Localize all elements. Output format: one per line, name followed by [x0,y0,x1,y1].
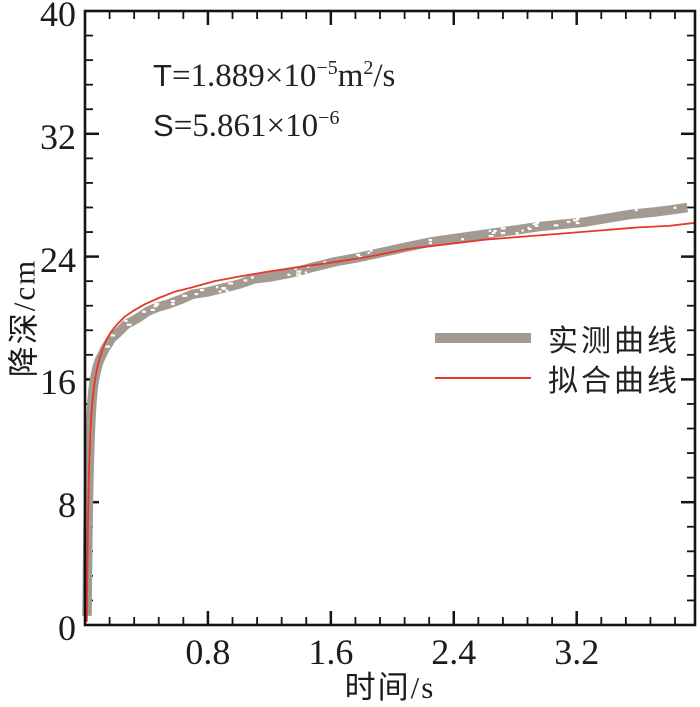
x-tick-label: 3.2 [554,632,600,672]
fitted-curve [85,221,696,622]
band-texture-fleck [532,223,538,226]
band-texture-fleck [528,227,532,231]
band-texture-fleck [221,287,226,290]
band-texture-fleck [500,227,506,230]
band-texture-fleck [535,224,539,227]
legend-item-measured: 实测曲线 [435,318,695,358]
band-texture-fleck [153,305,158,308]
band-texture-fleck [105,345,110,348]
band-texture-fleck [287,273,291,276]
y-tick-label: 40 [40,0,76,34]
band-texture-fleck [296,273,301,276]
band-texture-fleck [194,293,198,296]
band-texture-fleck [218,290,222,293]
band-texture-fleck [573,219,578,222]
band-texture-fleck [228,282,234,285]
band-texture-fleck [515,232,519,235]
band-texture-fleck [358,255,362,258]
band-texture-fleck [493,229,497,233]
band-texture-fleck [306,265,310,268]
measured-curve [82,202,689,616]
band-texture-fleck [250,276,254,279]
band-texture-fleck [323,261,327,264]
band-texture-fleck [243,279,248,282]
band-texture-fleck [150,308,155,311]
band-texture-fleck [296,270,302,273]
plot-border [83,9,697,627]
band-texture-fleck [429,242,432,245]
parameter-s-value: =5.861×10 [173,108,319,144]
band-texture-fleck [521,229,524,232]
y-tick-label: 0 [58,608,76,648]
band-texture-fleck [171,303,175,306]
x-tick-label: 1.6 [308,632,354,672]
x-tick-label: 2.4 [431,632,477,672]
parameter-t-unit: m [337,58,364,94]
parameter-t-symbol: T [153,58,172,93]
parameter-t-annotation: T=1.889×10−5m2/s [153,58,395,94]
band-texture-fleck [110,334,115,337]
band-texture-fleck [304,271,307,274]
band-texture-fleck [488,229,491,232]
band-texture-fleck [634,208,638,212]
band-texture-fleck [491,231,496,234]
band-texture-fleck [215,286,219,289]
band-texture-fleck [367,251,370,254]
band-texture-fleck [170,300,175,303]
band-texture-fleck [461,238,464,241]
legend-item-fitted: 拟合曲线 [435,358,695,398]
band-texture-fleck [673,206,677,209]
y-tick-label: 16 [40,362,76,403]
y-tick-label: 32 [40,116,76,157]
band-texture-fleck [535,221,540,224]
band-texture-fleck [488,234,494,238]
parameter-s-exponent: −6 [318,107,340,129]
band-texture-fleck [575,221,580,225]
y-tick-label: 8 [58,485,76,526]
parameter-s-symbol: S [153,108,174,143]
band-texture-fleck [500,232,506,235]
band-texture-fleck [142,310,146,313]
parameter-t-exponent: −5 [316,57,338,79]
x-tick-label: 0.8 [185,632,231,672]
band-texture-fleck [428,239,433,242]
parameter-t-value: =1.889×10 [171,58,317,94]
band-texture-fleck [126,323,132,326]
band-texture-fleck [182,294,187,297]
legend: 实测曲线 拟合曲线 [435,318,695,398]
band-texture-fleck [154,303,160,306]
legend-label-fitted: 拟合曲线 [548,365,680,398]
band-texture-fleck [124,319,128,322]
measured-curve-swatch [435,333,531,343]
band-texture-fleck [566,220,571,223]
band-texture-fleck [576,217,580,220]
band-texture-fleck [370,249,373,252]
parameter-s-annotation: S=5.861×10−6 [153,108,339,144]
band-texture-fleck [356,253,360,256]
band-texture-fleck [294,267,297,270]
x-axis-title: 时间/s [344,670,436,705]
parameter-t-unit-suffix: /s [373,58,396,94]
legend-label-measured: 实测曲线 [548,325,680,358]
y-axis-title: 降深/cm [6,258,42,378]
band-texture-fleck [225,289,229,292]
band-texture-fleck [200,289,205,292]
band-texture-fleck [553,224,559,227]
fitted-curve-swatch [435,377,531,379]
parameter-t-unit-exponent: 2 [363,57,374,79]
y-tick-label: 24 [40,239,76,280]
